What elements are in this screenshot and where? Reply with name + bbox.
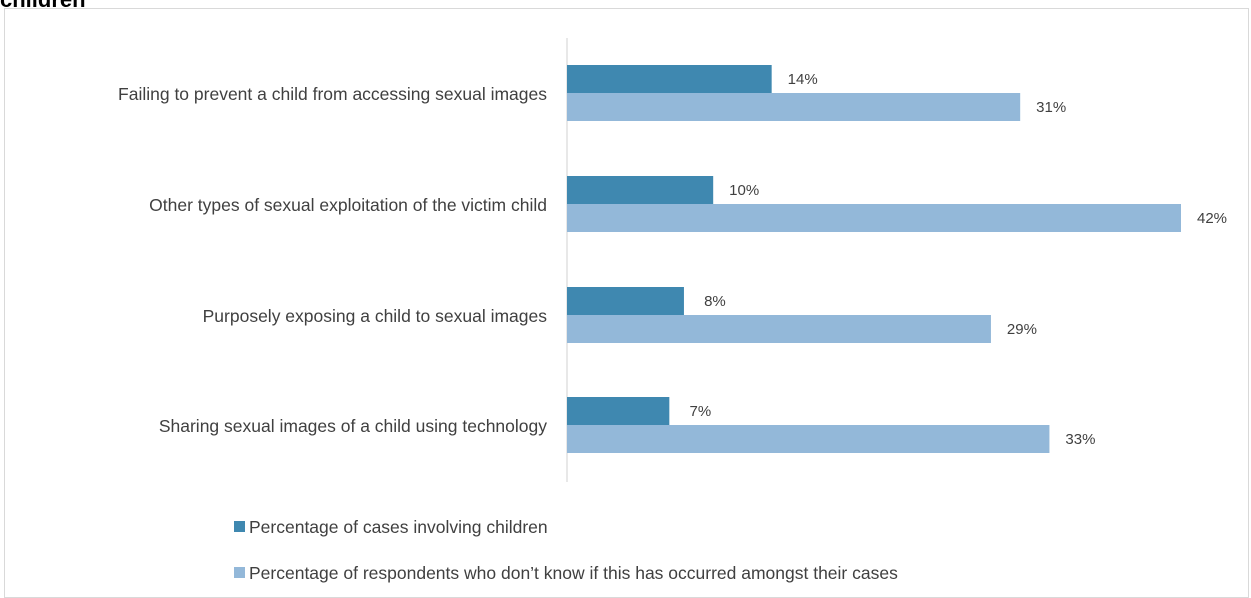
bar-series-1 [567, 397, 670, 425]
data-label: 42% [1197, 210, 1227, 227]
legend-entry: Percentage of respondents who don’t know… [249, 563, 898, 583]
data-label: 10% [729, 182, 759, 199]
bar-series-2 [567, 93, 1021, 121]
chart-title: children [0, 0, 86, 13]
bar-series-1 [567, 287, 684, 315]
category-label: Sharing sexual images of a child using t… [159, 416, 547, 436]
legend-entry: Percentage of cases involving children [249, 517, 548, 537]
legend-swatch [234, 521, 245, 532]
category-label: Other types of sexual exploitation of th… [149, 195, 547, 215]
data-label: 8% [704, 293, 726, 310]
category-label: Failing to prevent a child from accessin… [118, 84, 547, 104]
category-label: Purposely exposing a child to sexual ima… [203, 306, 548, 326]
data-label: 31% [1036, 99, 1066, 116]
legend-swatch [234, 567, 245, 578]
bar-series-1 [567, 65, 772, 93]
bar-series-1 [567, 176, 714, 204]
bar-series-2 [567, 204, 1181, 232]
data-label: 33% [1065, 431, 1095, 448]
data-label: 7% [689, 403, 711, 420]
bar-series-2 [567, 315, 991, 343]
bar-series-2 [567, 425, 1050, 453]
data-label: 29% [1007, 321, 1037, 338]
data-label: 14% [788, 71, 818, 88]
